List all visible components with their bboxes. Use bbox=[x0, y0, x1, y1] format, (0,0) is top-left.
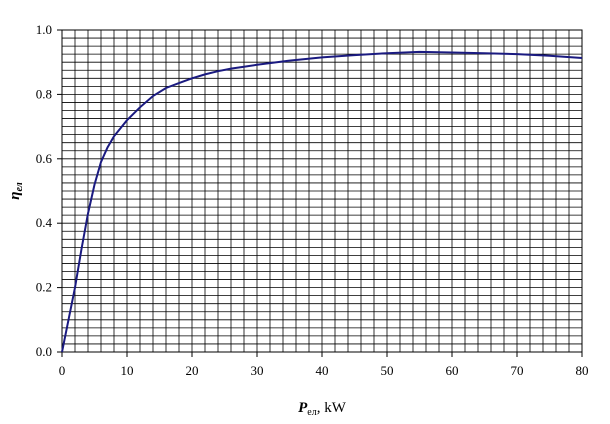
x-tick-label: 70 bbox=[511, 363, 524, 378]
y-tick-label: 0.8 bbox=[36, 86, 52, 101]
x-axis-subscript: ел bbox=[307, 407, 316, 418]
x-tick-label: 60 bbox=[446, 363, 459, 378]
y-tick-label: 0.0 bbox=[36, 344, 52, 359]
svg-text:ηел: ηел bbox=[7, 182, 25, 200]
y-axis-label: ηел bbox=[7, 182, 25, 200]
y-axis-symbol: η bbox=[7, 192, 23, 200]
x-tick-label: 20 bbox=[186, 363, 199, 378]
x-axis-symbol: P bbox=[298, 400, 308, 416]
y-axis-subscript: ел bbox=[14, 182, 25, 191]
x-tick-label: 10 bbox=[121, 363, 134, 378]
x-axis-ticks: 0 10 20 30 40 50 60 70 80 bbox=[59, 352, 589, 378]
x-tick-label: 30 bbox=[251, 363, 264, 378]
y-tick-label: 1.0 bbox=[36, 22, 52, 37]
y-axis-ticks: 0.0 0.2 0.4 0.6 0.8 1.0 bbox=[36, 22, 62, 359]
x-tick-label: 40 bbox=[316, 363, 329, 378]
efficiency-line bbox=[61, 50, 583, 353]
x-axis-unit: , kW bbox=[317, 400, 347, 416]
y-tick-label: 0.4 bbox=[36, 215, 53, 230]
x-tick-label: 80 bbox=[576, 363, 589, 378]
y-tick-label: 0.2 bbox=[36, 280, 52, 295]
y-tick-label: 0.6 bbox=[36, 151, 53, 166]
grid-lines bbox=[62, 30, 582, 352]
x-tick-label: 0 bbox=[59, 363, 66, 378]
x-tick-label: 50 bbox=[381, 363, 394, 378]
x-axis-label: Pел, kW bbox=[298, 400, 347, 418]
